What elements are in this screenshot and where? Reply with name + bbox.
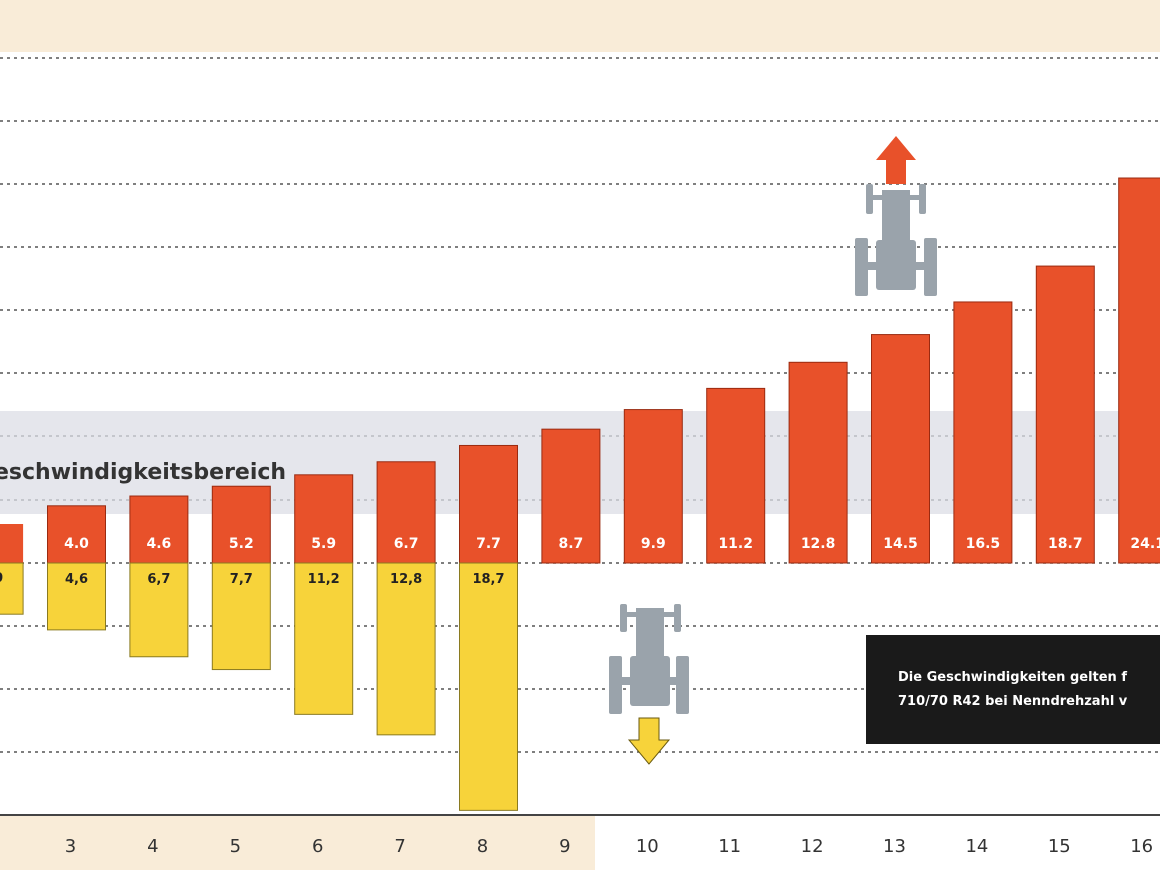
x-tick-label: 6 bbox=[312, 836, 323, 857]
bar-forward bbox=[953, 301, 1013, 564]
top-strip bbox=[0, 0, 1160, 52]
bar-forward bbox=[1118, 177, 1160, 564]
note-background bbox=[866, 635, 1160, 744]
bar-label-reverse: 7,7 bbox=[230, 572, 253, 587]
arrow-up-icon bbox=[876, 136, 916, 184]
bar-label-forward: 7.7 bbox=[476, 536, 501, 552]
bar-forward bbox=[47, 505, 106, 564]
bar-reverse bbox=[376, 562, 436, 736]
bar-forward bbox=[788, 361, 848, 564]
bar-forward bbox=[623, 409, 683, 564]
bar-label-forward: 18.7 bbox=[1048, 536, 1083, 552]
x-tick-label: 4 bbox=[147, 836, 158, 857]
note-line-2: 710/70 R42 bei Nenndrehzahl v bbox=[898, 694, 1128, 709]
bar-label-forward: 16.5 bbox=[966, 536, 1001, 552]
x-tick-label: 10 bbox=[636, 836, 659, 857]
bar-forward bbox=[706, 387, 766, 564]
x-tick-label: 11 bbox=[718, 836, 741, 857]
bar-reverse bbox=[294, 562, 354, 715]
bar-forward bbox=[459, 444, 518, 564]
axis-highlight bbox=[0, 816, 595, 870]
bar-label-forward: 12.8 bbox=[801, 536, 836, 552]
bar-forward bbox=[294, 474, 354, 564]
bar-label-reverse: 4,6 bbox=[65, 572, 88, 587]
bar-label-forward: 6.7 bbox=[394, 536, 419, 552]
tractor-forward-icon bbox=[855, 136, 937, 296]
tractor-body bbox=[855, 184, 937, 296]
bar-label-forward: 4.6 bbox=[146, 536, 171, 552]
bar-label-reverse: 18,7 bbox=[472, 572, 504, 587]
bar-label-reverse-partial: 0 bbox=[0, 571, 3, 586]
x-tick-label: 8 bbox=[477, 836, 488, 857]
x-tick-label: 3 bbox=[65, 836, 76, 857]
x-tick-label: 14 bbox=[965, 836, 988, 857]
bar-label-forward: 8.7 bbox=[558, 536, 583, 552]
speed-range-label: eschwindigkeitsbereich bbox=[0, 460, 286, 485]
bar-label-forward: 14.5 bbox=[883, 536, 918, 552]
bars-layer bbox=[0, 177, 1160, 811]
x-tick-label: 13 bbox=[883, 836, 906, 857]
note-line-1: Die Geschwindigkeiten gelten f bbox=[898, 670, 1127, 685]
bar-forward bbox=[211, 485, 271, 564]
bar-label-forward: 9.9 bbox=[641, 536, 666, 552]
bar-label-reverse: 12,8 bbox=[390, 572, 422, 587]
bar-reverse-partial bbox=[0, 562, 24, 615]
bar-reverse bbox=[47, 562, 106, 631]
bar-reverse bbox=[129, 562, 189, 658]
bar-label-forward: 5.9 bbox=[311, 536, 336, 552]
bar-label-forward: 24.1 bbox=[1130, 536, 1160, 552]
x-tick-label: 16 bbox=[1130, 836, 1153, 857]
bar-forward bbox=[871, 334, 930, 564]
x-tick-labels: 3 4 5 6 7 8 9 10 11 12 13 14 15 16 bbox=[65, 836, 1153, 857]
bar-label-reverse: 11,2 bbox=[308, 572, 340, 587]
bar-forward bbox=[541, 428, 601, 564]
x-tick-label: 7 bbox=[394, 836, 405, 857]
bar-label-forward: 5.2 bbox=[229, 536, 254, 552]
speed-note-box: Die Geschwindigkeiten gelten f 710/70 R4… bbox=[866, 635, 1160, 744]
bar-forward bbox=[376, 461, 436, 564]
x-tick-label: 15 bbox=[1048, 836, 1071, 857]
arrow-down-icon bbox=[627, 717, 671, 765]
bar-forward bbox=[1035, 265, 1095, 564]
bar-forward bbox=[129, 495, 189, 564]
bar-labels-layer: 0 4.0 4,6 4.6 6,7 5.2 7,7 5.9 11,2 6.7 12,8 7.7 18,7… bbox=[0, 536, 1160, 587]
x-tick-label: 12 bbox=[801, 836, 824, 857]
bar-reverse bbox=[459, 562, 518, 811]
x-tick-label: 9 bbox=[559, 836, 570, 857]
bar-label-forward: 4.0 bbox=[64, 536, 89, 552]
x-tick-label: 5 bbox=[230, 836, 241, 857]
bar-label-reverse: 6,7 bbox=[147, 572, 170, 587]
bar-forward-partial bbox=[0, 524, 24, 563]
tractor-body bbox=[609, 604, 689, 714]
bar-reverse bbox=[211, 562, 271, 671]
bar-label-forward: 11.2 bbox=[718, 536, 753, 552]
tractor-reverse-icon bbox=[609, 604, 689, 765]
